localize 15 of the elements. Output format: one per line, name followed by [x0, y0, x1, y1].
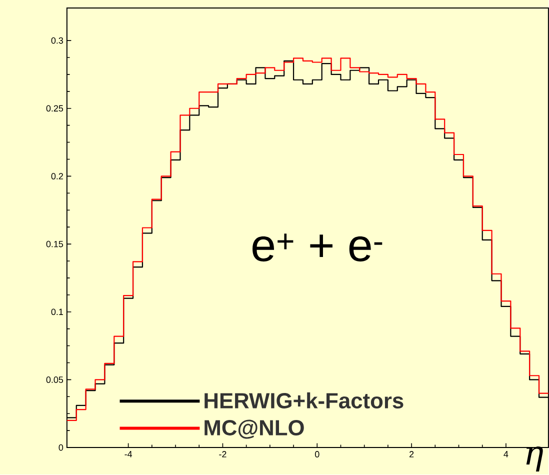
y-tick-label: 0.25: [46, 105, 64, 112]
annotation: e$^{+}$ + e$^{-}$: [252, 234, 382, 262]
y-tick-label: 0.1: [51, 308, 63, 316]
y-tick-label: 0.05: [46, 376, 64, 383]
legend-label: HERWIG+k-Factors: [204, 392, 404, 409]
legend-label: MC@NLO: [204, 420, 304, 439]
y-tick-label: 0.3: [51, 37, 64, 44]
x-tick-label: 2: [410, 451, 414, 458]
x-tick-label: 0: [314, 451, 320, 458]
y-tick-label: 0.15: [46, 240, 64, 248]
y-tick-label: 0: [58, 444, 64, 451]
x-tick-label: -4: [124, 451, 132, 458]
x-tick-label: -2: [219, 451, 226, 458]
x-tick-label: 4: [504, 451, 508, 458]
y-tick-label: 0.2: [51, 173, 63, 180]
